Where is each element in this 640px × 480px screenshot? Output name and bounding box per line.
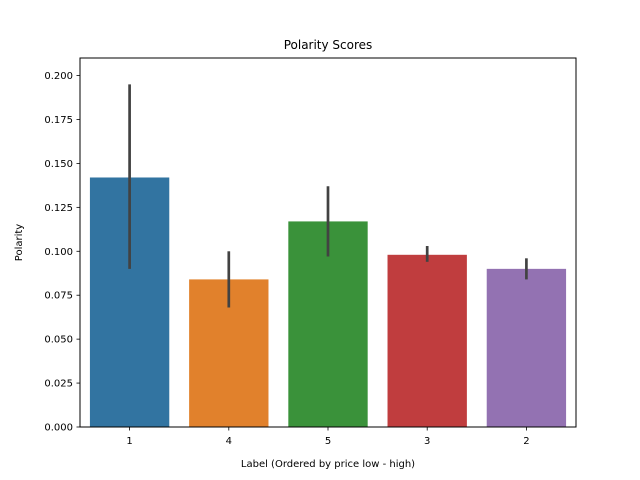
x-tick-label-4: 4: [226, 436, 232, 447]
x-axis-label: Label (Ordered by price low - high): [241, 459, 415, 470]
y-tick-label: 0.075: [44, 291, 73, 302]
x-tick-label-3: 3: [424, 436, 430, 447]
x-tick-label-5: 5: [325, 436, 331, 447]
y-axis: 0.000 0.025 0.050 0.075 0.100 0.125 0.150 0.175…: [44, 71, 80, 434]
bar-3: [387, 254, 467, 427]
y-tick-label: 0.100: [44, 247, 73, 258]
y-tick-label: 0.150: [44, 159, 73, 170]
bar-2: [486, 268, 567, 427]
y-tick-label: 0.125: [44, 203, 73, 214]
chart-title: Polarity Scores: [284, 38, 373, 52]
x-tick-label-1: 1: [126, 436, 132, 447]
y-tick-label: 0.000: [44, 423, 73, 434]
y-tick-label: 0.050: [44, 335, 73, 346]
y-tick-label: 0.025: [44, 379, 73, 390]
y-tick-label: 0.200: [44, 71, 73, 82]
x-axis: 1 4 5 3 2: [126, 427, 530, 447]
error-bars-layer: [128, 84, 528, 308]
x-tick-label-2: 2: [523, 436, 529, 447]
y-axis-label: Polarity: [14, 224, 25, 262]
y-tick-label: 0.175: [44, 115, 73, 126]
bars-layer: [89, 177, 567, 427]
